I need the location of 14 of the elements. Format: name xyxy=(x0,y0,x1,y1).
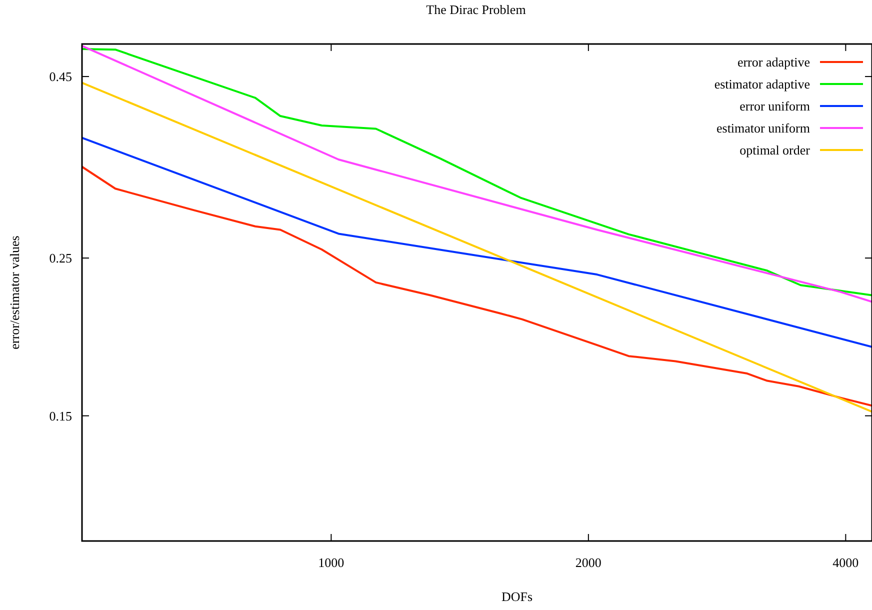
y-tick-label: 0.45 xyxy=(49,69,72,84)
x-axis-title: DOFs xyxy=(501,589,533,604)
x-tick-label: 2000 xyxy=(575,555,602,570)
legend-label: error adaptive xyxy=(737,54,810,70)
y-tick-label: 0.25 xyxy=(49,250,72,266)
chart-title: The Dirac Problem xyxy=(426,2,526,17)
x-tick-label: 4000 xyxy=(832,555,859,570)
y-axis-title: error/estimator values xyxy=(7,236,22,350)
legend-label: optimal order xyxy=(740,142,811,158)
legend-label: error uniform xyxy=(740,98,810,114)
y-tick-label: 0.15 xyxy=(49,408,72,424)
legend-label: estimator adaptive xyxy=(714,76,810,92)
legend-label: estimator uniform xyxy=(716,120,810,136)
x-tick-label: 1000 xyxy=(318,555,344,570)
